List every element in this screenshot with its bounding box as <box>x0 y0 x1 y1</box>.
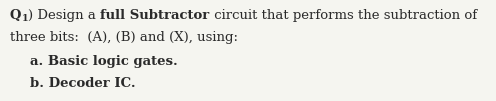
Text: 1: 1 <box>21 14 28 23</box>
Text: three bits:  (A), (B) and (X), using:: three bits: (A), (B) and (X), using: <box>10 31 238 44</box>
Text: ) Design a: ) Design a <box>28 9 100 22</box>
Text: a. Basic logic gates.: a. Basic logic gates. <box>30 55 178 68</box>
Text: circuit that performs the subtraction of: circuit that performs the subtraction of <box>209 9 477 22</box>
Text: full Subtractor: full Subtractor <box>100 9 209 22</box>
Text: b. Decoder IC.: b. Decoder IC. <box>30 77 135 90</box>
Text: Q: Q <box>10 9 21 22</box>
